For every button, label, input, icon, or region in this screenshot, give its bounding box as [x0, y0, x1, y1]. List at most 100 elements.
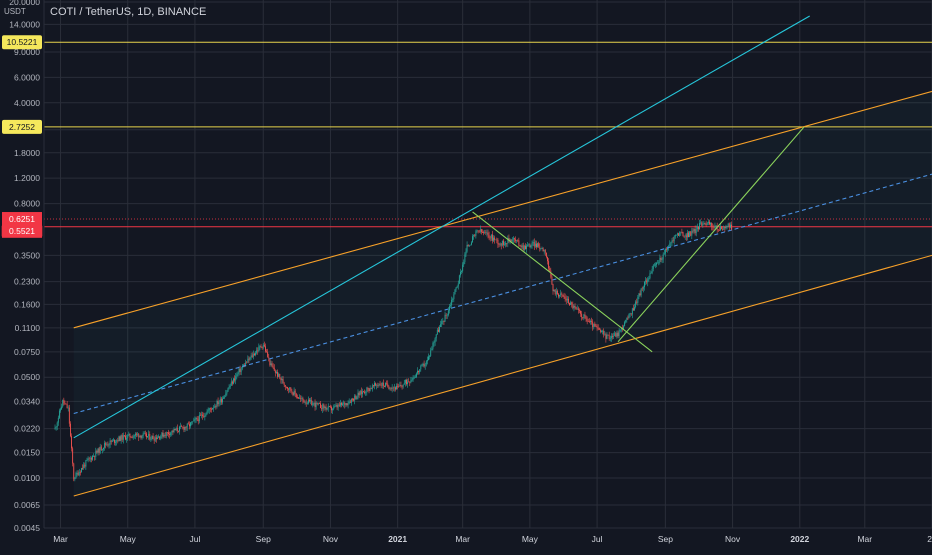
candle-body [724, 226, 726, 229]
time-tick-label[interactable]: 2022 [790, 534, 809, 544]
candle-body [324, 406, 326, 409]
candle-body [132, 436, 134, 438]
candle-body [171, 430, 173, 433]
candle-body [382, 382, 384, 386]
price-tick-label[interactable]: 0.0500 [14, 372, 40, 382]
candle-body [301, 398, 303, 399]
candle-body [520, 246, 522, 248]
candle-body [652, 265, 654, 269]
time-tick-label[interactable]: Jul [190, 534, 201, 544]
price-tick-label[interactable]: 4.0000 [14, 98, 40, 108]
candle-body [172, 430, 174, 433]
price-tick-label[interactable]: 0.0750 [14, 347, 40, 357]
candle-body [76, 472, 78, 474]
candle-body [552, 284, 554, 292]
trendline-channel-upper[interactable] [73, 90, 932, 329]
candle-body [533, 242, 535, 247]
time-tick-label[interactable]: Sep [256, 534, 271, 544]
candle-body [307, 399, 309, 404]
candle-body [673, 236, 675, 242]
price-tick-label[interactable]: 0.0150 [14, 448, 40, 458]
candle-body [339, 402, 341, 406]
candle-body [386, 383, 388, 384]
candle-body [536, 243, 537, 248]
price-tick-label[interactable]: 0.0045 [14, 523, 40, 533]
price-tick-label[interactable]: 0.8000 [14, 199, 40, 209]
trendline-cyan-trend[interactable] [73, 15, 810, 439]
price-tick-label[interactable]: 0.0220 [14, 424, 40, 434]
candle-body [561, 293, 563, 295]
candle-body [106, 444, 108, 446]
candle-body [526, 245, 528, 249]
candle-body [512, 238, 514, 240]
candle-body [433, 342, 435, 344]
price-tick-label[interactable]: 0.2300 [14, 277, 40, 287]
price-axis-labels[interactable]: 20.000014.00009.00006.00004.00002.60001.… [9, 0, 40, 533]
time-tick-label[interactable]: Jul [592, 534, 603, 544]
candle-body [421, 364, 423, 366]
time-tick-label[interactable]: Nov [323, 534, 339, 544]
trendline-green-down[interactable] [472, 211, 653, 353]
candle-body [349, 401, 351, 403]
price-tick-label[interactable]: 0.0340 [14, 396, 40, 406]
candle-body [140, 435, 142, 438]
trendlines[interactable] [73, 15, 932, 497]
candle-body [619, 329, 621, 332]
price-tick-label[interactable]: 20.0000 [9, 0, 40, 7]
candle-body [369, 388, 371, 391]
price-tick-label[interactable]: 1.8000 [14, 148, 40, 158]
candle-body [71, 436, 72, 449]
time-tick-label[interactable]: May [522, 534, 539, 544]
candle-body [690, 231, 692, 236]
price-tick-label[interactable]: 14.0000 [9, 19, 40, 29]
candle-body [211, 408, 212, 410]
candle-body [488, 235, 490, 238]
candle-body [114, 439, 115, 443]
candle-body [278, 373, 280, 377]
time-tick-label[interactable]: Mar [53, 534, 68, 544]
candle-body [669, 243, 671, 247]
candle-body [95, 450, 97, 457]
time-tick-label[interactable]: Mar [857, 534, 872, 544]
candle-body [320, 403, 321, 409]
price-tick-label[interactable]: 0.1600 [14, 299, 40, 309]
candle-body [183, 427, 185, 430]
price-tick-label[interactable]: 0.1100 [15, 323, 41, 333]
time-tick-label[interactable]: Nov [725, 534, 741, 544]
trendline-green-up[interactable] [617, 126, 805, 343]
price-tick-label[interactable]: 6.0000 [14, 72, 40, 82]
marker-badge-text: 0.6251 [9, 214, 35, 224]
candle-body [368, 388, 370, 391]
time-tick-label[interactable]: Sep [658, 534, 673, 544]
time-tick-label[interactable]: May [120, 534, 137, 544]
time-tick-label[interactable]: Mar [455, 534, 470, 544]
candle-body [272, 366, 274, 368]
candle-body [305, 402, 307, 404]
candle-body [74, 478, 76, 480]
trendline-channel-lower[interactable] [73, 254, 932, 497]
price-tick-label[interactable]: 9.0000 [14, 47, 40, 57]
price-tick-label[interactable]: 1.2000 [14, 173, 40, 183]
price-tick-label[interactable]: 0.0100 [14, 473, 40, 483]
candle-body [585, 315, 587, 319]
candle-body [103, 447, 104, 450]
candle-body [702, 224, 704, 226]
candle-body [136, 433, 137, 435]
candle-body [150, 439, 152, 440]
candle-body [434, 338, 436, 343]
time-tick-label[interactable]: 25 [927, 534, 932, 544]
candle-body [590, 321, 591, 323]
price-tick-label[interactable]: 0.0065 [14, 500, 40, 510]
price-tick-label[interactable]: 0.3500 [14, 250, 40, 260]
candle-body [111, 440, 113, 442]
candle-body [708, 221, 710, 225]
candle-body [154, 437, 156, 441]
trendline-channel-mid[interactable] [73, 173, 932, 415]
candle-body [511, 239, 513, 242]
candles [54, 219, 732, 482]
candle-body [564, 296, 566, 299]
time-axis-labels[interactable]: Mar May Jul Sep Nov 2021 Mar May Jul Sep Nov 2022 Ma… [53, 534, 932, 544]
time-tick-label[interactable]: 2021 [388, 534, 407, 544]
